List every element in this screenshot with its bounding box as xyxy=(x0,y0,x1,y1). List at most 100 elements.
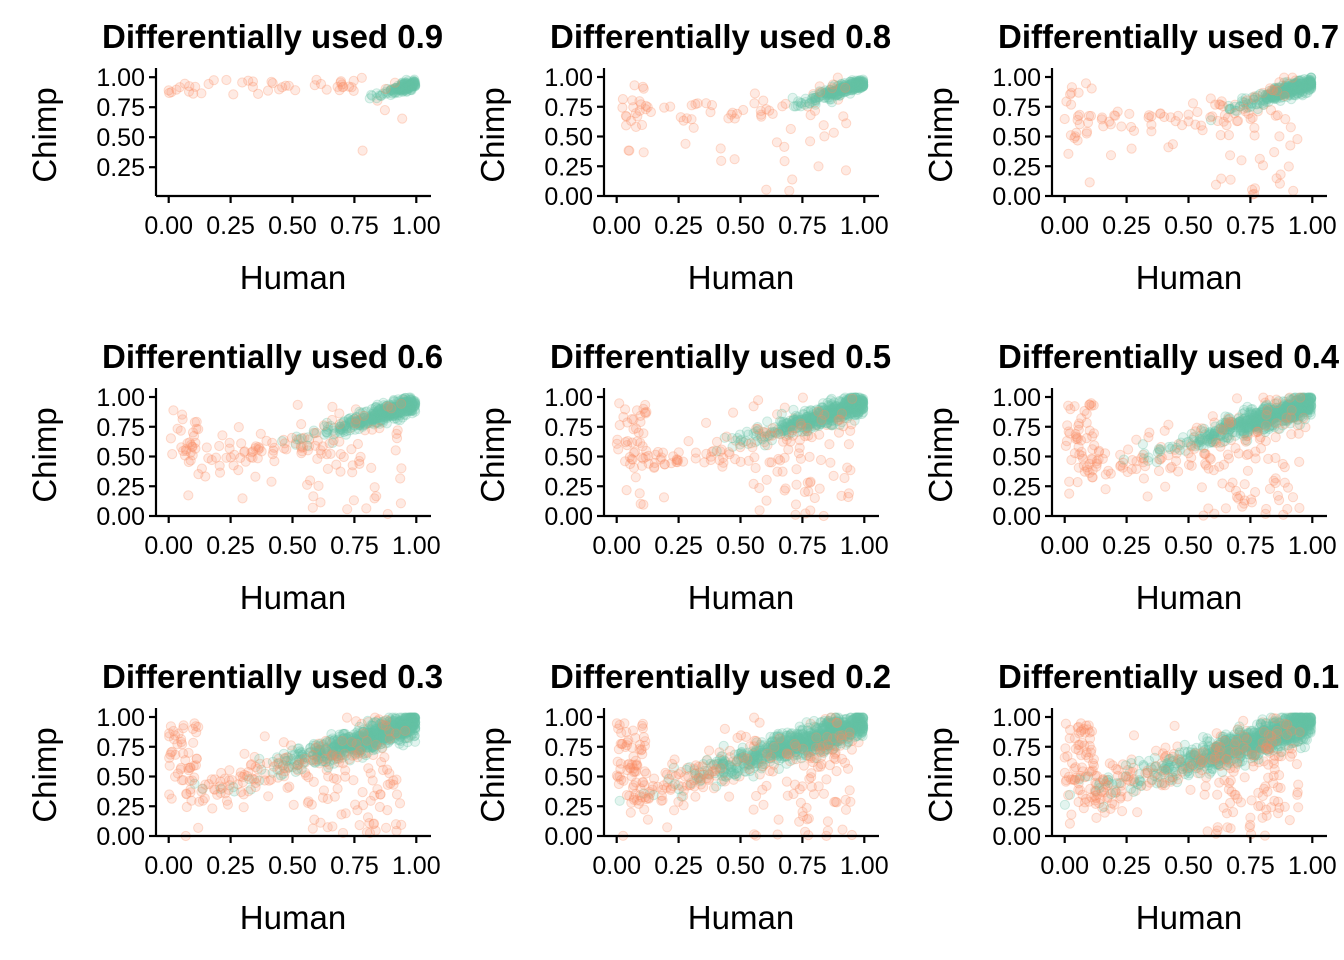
point-not-differential xyxy=(834,83,845,94)
y-tick-label: 1.00 xyxy=(96,64,145,92)
point-differential xyxy=(1138,473,1150,484)
point-differential xyxy=(1069,401,1080,412)
point-differential xyxy=(196,88,207,99)
point-not-differential xyxy=(830,86,841,97)
point-not-differential xyxy=(852,78,863,89)
point-differential xyxy=(1105,119,1116,130)
point-differential xyxy=(164,731,175,742)
point-differential xyxy=(629,80,640,91)
point-differential xyxy=(308,776,319,788)
point-not-differential xyxy=(854,76,865,87)
panel-5: 0.00 0.25 0.50 0.75 1.000.000.250.500.751.00… xyxy=(474,338,891,616)
point-not-differential xyxy=(806,93,817,105)
point-differential xyxy=(838,421,849,432)
point-differential xyxy=(250,777,261,789)
point-differential xyxy=(787,174,798,185)
point-differential xyxy=(748,401,759,412)
point-not-differential xyxy=(402,80,413,91)
point-differential xyxy=(188,737,199,748)
point-not-differential xyxy=(824,88,835,99)
panel-title: Differentially used 0.5 xyxy=(550,338,891,375)
point-differential xyxy=(361,503,372,514)
point-not-differential xyxy=(375,90,386,102)
point-not-differential xyxy=(851,77,862,88)
point-differential xyxy=(1187,98,1199,109)
point-differential xyxy=(749,88,761,99)
point-not-differential xyxy=(822,92,833,103)
point-differential xyxy=(1122,466,1133,478)
point-not-differential xyxy=(810,94,821,106)
point-not-differential xyxy=(396,83,407,94)
point-differential xyxy=(728,407,739,418)
point-differential xyxy=(1287,492,1299,503)
point-not-differential xyxy=(833,86,844,97)
point-differential xyxy=(247,81,258,93)
point-differential xyxy=(1275,169,1286,180)
point-not-differential xyxy=(848,82,859,93)
point-differential xyxy=(640,104,651,115)
point-not-differential xyxy=(406,85,417,96)
point-not-differential xyxy=(809,92,820,103)
point-not-differential xyxy=(849,79,861,90)
point-differential xyxy=(1197,125,1208,136)
point-differential xyxy=(1079,466,1090,477)
x-tick-label: 0.00 xyxy=(1040,532,1089,560)
point-not-differential xyxy=(405,84,416,96)
point-not-differential xyxy=(402,77,413,89)
point-not-differential xyxy=(850,77,861,88)
x-tick-label: 0.00 xyxy=(592,532,641,560)
point-differential xyxy=(381,822,392,833)
point-not-differential xyxy=(848,83,859,94)
point-not-differential xyxy=(851,81,862,92)
point-not-differential xyxy=(856,81,867,92)
x-tick-label: 0.75 xyxy=(1226,532,1275,560)
panel-title: Differentially used 0.9 xyxy=(102,18,443,55)
point-not-differential xyxy=(842,81,853,93)
y-tick-label: 1.00 xyxy=(544,384,593,412)
point-not-differential xyxy=(853,77,864,88)
panel-1: 0.00 0.25 0.50 0.75 1.000.250.500.751.00Diff… xyxy=(26,18,443,296)
point-differential xyxy=(346,82,357,93)
point-not-differential xyxy=(852,82,863,93)
point-differential xyxy=(1159,425,1170,436)
point-differential xyxy=(1284,392,1295,403)
point-differential xyxy=(617,94,629,105)
point-differential xyxy=(1196,482,1208,493)
point-not-differential xyxy=(410,80,421,91)
point-not-differential xyxy=(822,88,834,99)
point-not-differential xyxy=(399,78,410,90)
point-not-differential xyxy=(406,79,417,91)
point-not-differential xyxy=(404,80,415,91)
x-axis-title: Human xyxy=(1136,259,1242,296)
point-not-differential xyxy=(840,79,851,90)
point-differential xyxy=(322,463,333,474)
point-not-differential xyxy=(824,88,835,99)
point-not-differential xyxy=(405,80,416,91)
point-differential xyxy=(805,136,816,147)
point-not-differential xyxy=(405,79,416,90)
point-not-differential xyxy=(401,78,412,89)
point-not-differential xyxy=(396,84,407,95)
point-not-differential xyxy=(790,101,801,112)
point-differential xyxy=(655,454,666,465)
x-tick-label: 0.50 xyxy=(1164,212,1213,240)
x-tick-label: 1.00 xyxy=(392,212,441,240)
point-differential xyxy=(348,85,359,97)
point-differential xyxy=(172,739,183,750)
point-differential xyxy=(335,449,346,460)
point-not-differential xyxy=(853,80,864,91)
point-not-differential xyxy=(824,92,835,103)
point-differential xyxy=(190,81,201,92)
point-not-differential xyxy=(855,80,866,91)
y-tick-label: 0.25 xyxy=(544,153,593,181)
point-not-differential xyxy=(734,429,746,440)
point-differential xyxy=(313,480,324,491)
point-differential xyxy=(785,123,796,135)
point-differential xyxy=(309,814,320,825)
y-tick-label: 0.50 xyxy=(992,124,1041,152)
point-not-differential xyxy=(407,79,418,90)
point-not-differential xyxy=(793,96,804,107)
point-differential xyxy=(199,793,210,804)
point-differential xyxy=(1069,448,1081,459)
